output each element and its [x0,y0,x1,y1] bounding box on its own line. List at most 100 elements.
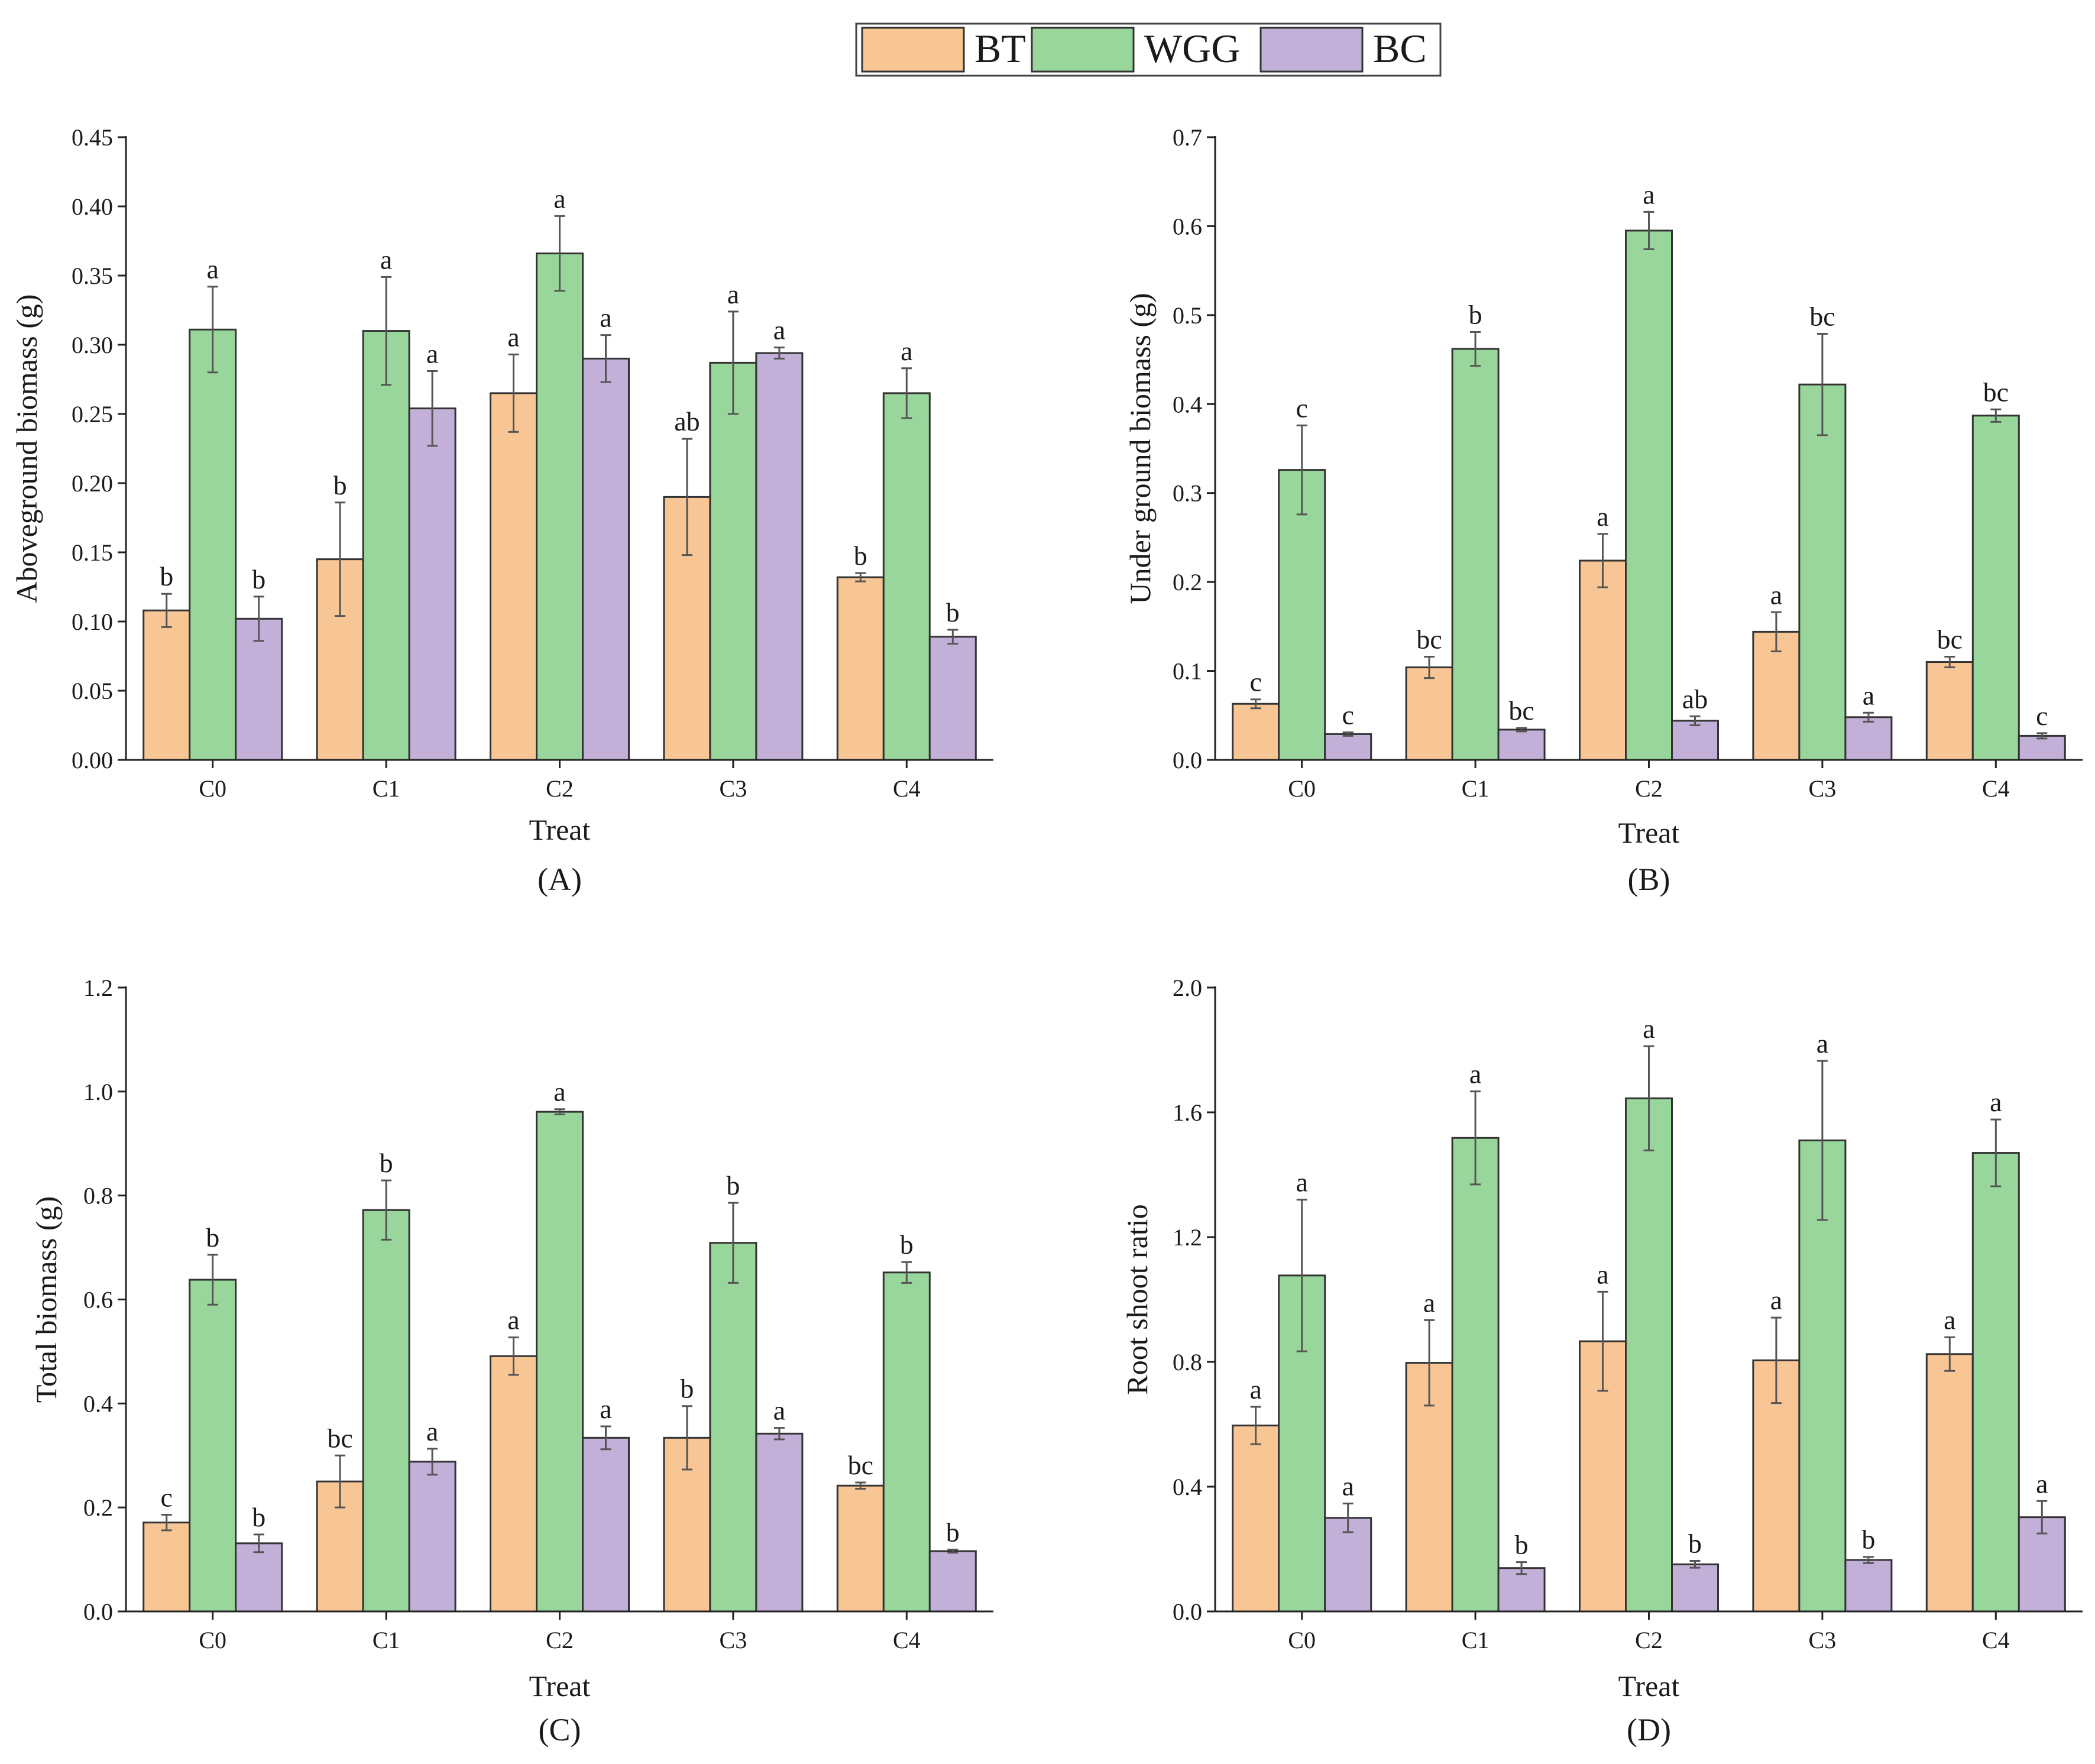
bar-wgg-c1 [1451,1137,1500,1613]
y-tick-label: 2.0 [1173,975,1202,1001]
x-tick-label-c1: C1 [1462,1627,1490,1653]
significance-letter-wgg-c3: bc [1809,301,1835,331]
significance-letter-bc-c2: ab [1682,684,1708,714]
significance-letter-bt-c0: b [160,561,173,591]
x-tick-label-c0: C0 [1288,1627,1316,1653]
x-axis-title: Treat [529,1669,591,1702]
x-tick-label-c3: C3 [720,775,747,802]
y-tick-label: 0.45 [72,124,113,151]
significance-letter-bc-c0: b [252,1502,265,1532]
bar-bc-c4 [928,636,977,761]
significance-letter-bc-c1: a [426,1416,438,1446]
panel-label: (C) [539,1712,581,1747]
bar-wgg-c3 [709,1242,757,1613]
bar-bc-c3 [755,1432,804,1613]
y-tick-label: 0.30 [72,332,113,358]
bar-bc-c2 [1671,1563,1719,1613]
y-axis-title: Under ground biomass (g) [1123,293,1157,604]
significance-letter-bt-c0: c [1249,667,1261,697]
significance-letter-wgg-c3: a [1816,1028,1828,1059]
significance-letter-wgg-c2: a [553,1077,565,1107]
y-tick-label: 0.6 [1173,213,1202,239]
significance-letter-wgg-c3: a [727,279,739,309]
y-axis-title: Aboveground biomass (g) [10,294,43,603]
significance-letter-wgg-c1: b [1469,299,1482,329]
x-tick-label-c2: C2 [546,1627,574,1653]
bar-wgg-c4 [1971,1152,2020,1613]
y-tick-label: 0.00 [72,747,113,773]
y-tick-label: 0.25 [72,401,113,428]
legend-label-bt: BT [974,26,1026,71]
significance-letter-wgg-c2: a [1643,179,1654,209]
x-tick-label-c2: C2 [1635,1627,1663,1653]
bar-wgg-c1 [362,330,410,761]
x-tick-label-c4: C4 [893,775,921,802]
x-tick-label-c2: C2 [546,775,574,802]
bar-wgg-c2 [536,253,584,761]
legend-swatch-bt [861,27,965,73]
bar-wgg-c2 [1625,1097,1673,1613]
y-tick-label: 1.6 [1173,1099,1202,1126]
legend-label-bc: BC [1373,26,1427,71]
panel-d-root-shoot-ratio: a a a a a a a a a a a b b b a 0.0 0.4 0.8 1.2 1.6 2.0 C0 C1 C2 C… [1121,975,2083,1747]
panel-c-total-biomass: c bc a b bc b b a b b b a a a b 0.0 0.2 0.4 0.6 0.8 1.0 1.2 C0… [30,975,993,1747]
significance-letter-bc-c0: b [252,564,265,594]
significance-letter-bt-c2: a [507,322,519,352]
panel-label: (D) [1627,1712,1671,1747]
significance-letter-bc-c1: a [426,338,438,368]
significance-letter-wgg-c2: a [553,183,565,213]
y-tick-label: 0.4 [1173,391,1202,417]
significance-letter-wgg-c3: b [726,1170,740,1200]
bar-bt-c4 [836,1484,885,1613]
x-tick-label-c4: C4 [893,1627,921,1653]
significance-letter-bc-c3: a [773,315,785,345]
significance-letter-bc-c2: b [1688,1529,1702,1559]
significance-letter-bc-c2: a [600,1394,611,1424]
significance-letter-bt-c4: bc [1937,624,1963,655]
significance-letter-bt-c1: bc [327,1423,352,1453]
bar-wgg-c4 [1971,415,2020,761]
significance-letter-wgg-c1: b [380,1148,393,1178]
significance-letter-bc-c3: a [773,1396,785,1426]
significance-letter-wgg-c0: a [1296,1167,1307,1197]
x-axis-title: Treat [1618,1669,1680,1702]
y-tick-label: 0.5 [1173,302,1202,329]
significance-letter-bt-c2: a [507,1305,519,1335]
bar-bt-c0 [143,609,191,761]
significance-letter-wgg-c4: bc [1983,377,2009,407]
significance-letter-wgg-c1: a [1469,1059,1481,1089]
bar-bc-c0 [1324,733,1372,761]
significance-letter-bt-c1: bc [1416,624,1442,655]
x-tick-label-c0: C0 [199,775,226,802]
y-tick-label: 0.0 [83,1598,113,1625]
panel-label: (A) [537,862,582,897]
significance-letter-bt-c1: a [1423,1287,1435,1318]
y-tick-label: 0.3 [1173,480,1202,507]
bar-wgg-c3 [709,361,757,761]
bar-bt-c1 [1405,666,1453,761]
significance-letter-bt-c4: a [1944,1305,1955,1335]
significance-letter-bt-c3: a [1770,580,1782,610]
y-tick-label: 0.8 [1173,1349,1202,1375]
bar-wgg-c4 [882,392,931,761]
y-tick-label: 0.7 [1173,124,1202,151]
bar-bt-c4 [1925,661,1974,761]
bar-bc-c1 [408,1461,456,1613]
bar-bc-c0 [1324,1517,1372,1613]
significance-letter-bc-c4: a [2036,1468,2048,1498]
bar-bt-c4 [1925,1353,1974,1613]
significance-letter-wgg-c4: a [1990,1087,2002,1117]
y-axis-title: Root shoot ratio [1121,1204,1154,1394]
legend-label-wgg: WGG [1144,26,1240,71]
y-tick-label: 0.40 [72,193,113,220]
bar-bc-c4 [2018,734,2066,761]
significance-letter-bc-c4: c [2036,701,2048,731]
x-tick-label-c3: C3 [1809,775,1837,802]
significance-letter-bt-c2: a [1597,1259,1608,1289]
y-tick-label: 0.15 [72,539,113,566]
significance-letter-bt-c3: ab [674,406,700,436]
bar-bt-c2 [490,392,537,761]
bar-bc-c1 [1497,1567,1546,1613]
y-tick-label: 1.2 [1173,1224,1202,1251]
